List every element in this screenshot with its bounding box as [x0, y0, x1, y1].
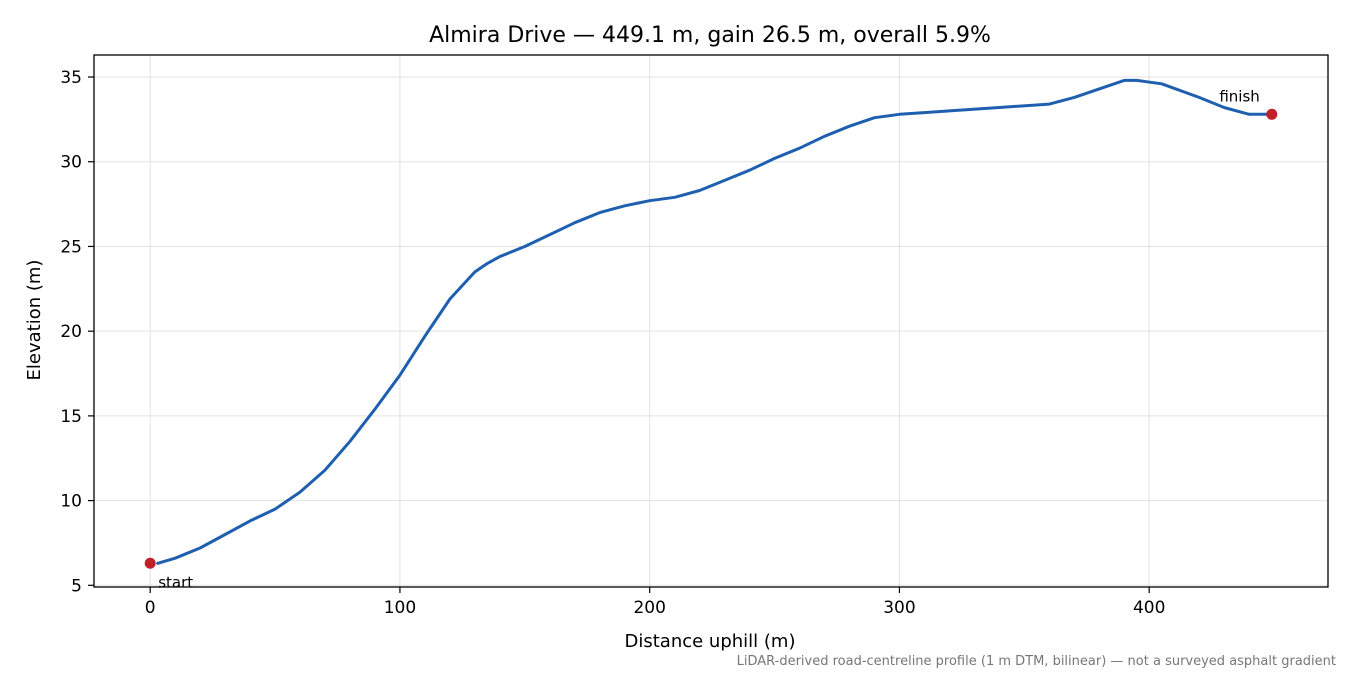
finish-annotation: finish — [1219, 87, 1259, 105]
y-tick-label: 15 — [60, 407, 82, 427]
y-tick-label: 30 — [60, 153, 82, 173]
annotations: start finish — [158, 87, 1260, 591]
series-layer — [156, 78, 1274, 565]
finish-marker — [1266, 108, 1278, 120]
x-tick-label: 400 — [1133, 598, 1165, 618]
endpoint-markers — [144, 108, 1278, 569]
elevation-profile-line — [156, 78, 1274, 565]
footnote: LiDAR-derived road-centreline profile (1… — [737, 654, 1336, 669]
x-tick-label: 300 — [883, 598, 915, 618]
x-tick-label: 0 — [145, 598, 156, 618]
grid — [94, 55, 1328, 587]
start-marker — [144, 557, 156, 569]
start-annotation: start — [158, 573, 193, 591]
y-axis-label: Elevation (m) — [24, 260, 45, 381]
y-axis-ticks: 5 10 15 20 25 30 35 — [60, 68, 94, 596]
x-tick-label: 200 — [633, 598, 665, 618]
x-axis-ticks: 0 100 200 300 400 — [145, 587, 1165, 618]
y-tick-label: 5 — [71, 576, 82, 596]
plot-frame — [93, 54, 1329, 588]
x-axis-label: Distance uphill (m) — [625, 631, 796, 652]
y-tick-label: 20 — [60, 322, 82, 342]
y-tick-label: 35 — [60, 68, 82, 88]
chart-title: Almira Drive — 449.1 m, gain 26.5 m, ove… — [429, 23, 991, 48]
x-tick-label: 100 — [384, 598, 416, 618]
y-tick-label: 25 — [60, 237, 82, 257]
y-tick-label: 10 — [60, 492, 82, 512]
